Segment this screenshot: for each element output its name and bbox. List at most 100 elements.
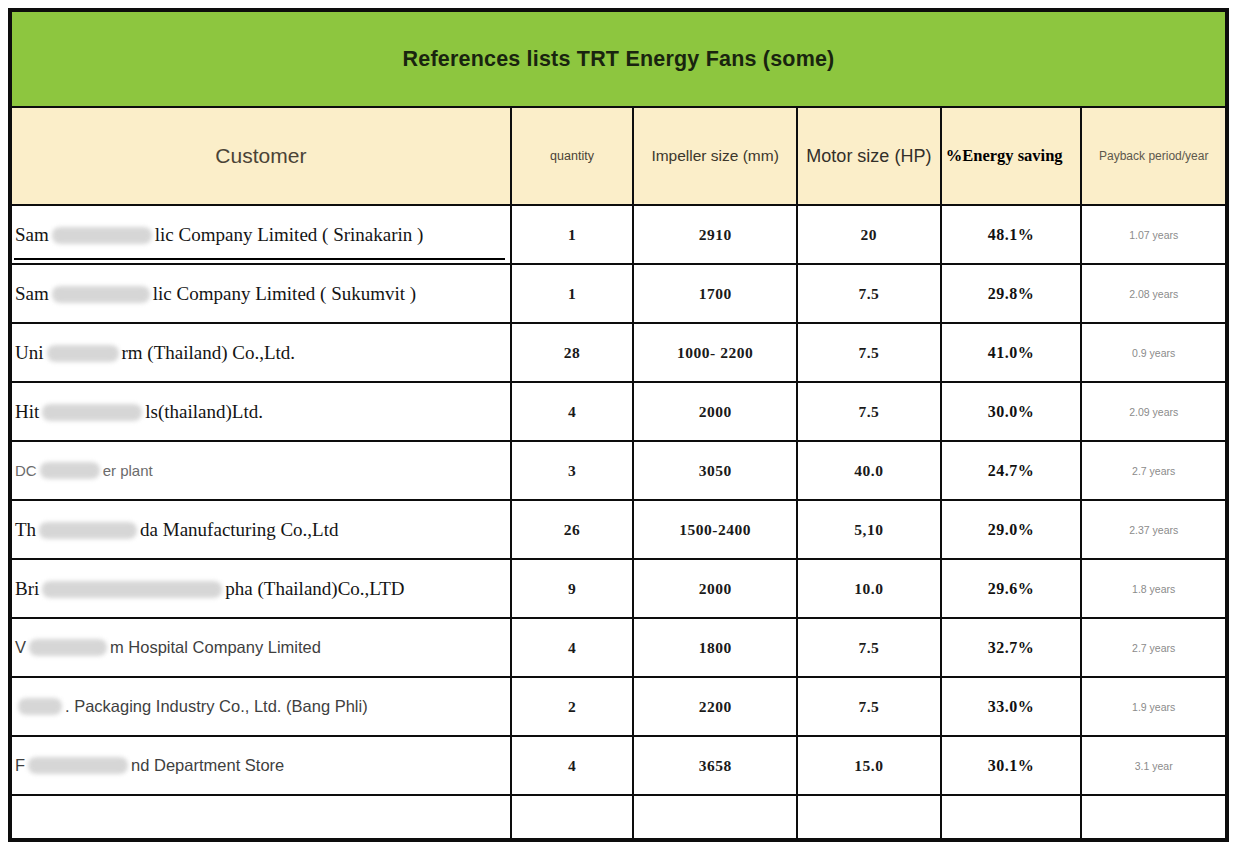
customer-name: Hitls(thailand)Ltd. [15,401,263,423]
customer-name-fragment: rm (Thailand) Co.,Ltd. [122,342,296,363]
column-header-impeller-size: Impeller size (mm) [634,108,798,206]
customer-cell: DCer plant [12,442,512,501]
customer-name: DCer plant [15,462,153,479]
customer-cell: Sam lic Company Limited ( Sukumvit ) [12,265,512,324]
motor-size-cell: 7.5 [798,619,942,678]
redaction-smudge [52,227,152,244]
customer-cell: Sam lic Company Limited ( Srinakarin ) [12,206,512,265]
customer-name: Fnd Department Store [15,756,284,775]
column-header-customer: Customer [12,108,512,206]
table-row: . Packaging Industry Co., Ltd. (Bang Phl… [12,678,1225,737]
payback-period-cell: 2.09 years [1082,383,1225,442]
customer-name-fragment: Uni [15,342,44,363]
customer-name-fragment: er plant [103,462,153,479]
column-header-energy-saving: %Energy saving [942,108,1083,206]
quantity-cell: 3 [512,442,635,501]
redaction-smudge [40,462,100,479]
column-header-payback-period: Payback period/year [1082,108,1225,206]
energy-saving-cell: 32.7% [942,619,1083,678]
energy-saving-cell: 24.7% [942,442,1083,501]
customer-underline [14,258,505,260]
customer-cell: Hitls(thailand)Ltd. [12,383,512,442]
payback-period-cell: 2.7 years [1082,619,1225,678]
quantity-cell: 4 [512,383,635,442]
column-header-motor-size: Motor size (HP) [798,108,942,206]
redaction-smudge [42,581,222,598]
energy-saving-cell: 29.0% [942,501,1083,560]
customer-name-fragment: Sam [15,224,49,245]
references-table: References lists TRT Energy Fans (some) … [8,8,1229,842]
redaction-smudge [39,522,137,539]
impeller-size-cell: 3658 [634,737,798,796]
table-row: Unirm (Thailand) Co.,Ltd. 28 1000- 2200 … [12,324,1225,383]
payback-period-cell: 1.07 years [1082,206,1225,265]
table-row: DCer plant 3 3050 40.0 24.7% 2.7 years [12,442,1225,501]
quantity-cell: 4 [512,619,635,678]
redaction-smudge [42,404,142,421]
table-row: Sam lic Company Limited ( Sukumvit ) 1 17… [12,265,1225,324]
customer-name-fragment: nd Department Store [131,756,284,774]
impeller-size-cell: 1500-2400 [634,501,798,560]
customer-name: Sam lic Company Limited ( Sukumvit ) [15,283,416,305]
energy-saving-cell: 29.8% [942,265,1083,324]
motor-size-cell: 15.0 [798,737,942,796]
redaction-smudge [29,639,107,656]
payback-period-cell: 1.9 years [1082,678,1225,737]
table-row: Thda Manufacturing Co.,Ltd 26 1500-2400 … [12,501,1225,560]
redaction-smudge [28,757,128,774]
impeller-size-cell: 2000 [634,560,798,619]
table-title: References lists TRT Energy Fans (some) [403,47,835,72]
energy-saving-cell: 30.1% [942,737,1083,796]
energy-saving-cell: 29.6% [942,560,1083,619]
table-title-band: References lists TRT Energy Fans (some) [12,12,1225,108]
table-row: Vm Hospital Company Limited 4 1800 7.5 3… [12,619,1225,678]
customer-name: Bri pha (Thailand)Co.,LTD [15,578,405,600]
customer-name-fragment: Sam [15,283,49,304]
impeller-size-cell: 3050 [634,442,798,501]
table-row [12,796,1225,838]
quantity-cell: 1 [512,265,635,324]
customer-name-fragment: V [15,638,26,656]
table-header-row: Customer quantity Impeller size (mm) Mot… [12,108,1225,206]
customer-name: Sam lic Company Limited ( Srinakarin ) [15,224,423,246]
motor-size-cell: 5,10 [798,501,942,560]
customer-cell [12,796,512,838]
payback-period-cell: 2.08 years [1082,265,1225,324]
customer-name: Vm Hospital Company Limited [15,638,321,657]
customer-name-fragment: da Manufacturing Co.,Ltd [140,519,338,540]
customer-name-fragment: Hit [15,401,39,422]
customer-name-fragment: Bri [15,578,39,599]
payback-period-cell: 2.37 years [1082,501,1225,560]
impeller-size-cell: 1800 [634,619,798,678]
energy-saving-cell: 30.0% [942,383,1083,442]
table-row: Bripha (Thailand)Co.,LTD 9 2000 10.0 29.… [12,560,1225,619]
customer-name: Uni rm (Thailand) Co.,Ltd. [15,342,295,364]
impeller-size-cell: 2910 [634,206,798,265]
table-row: Samlic Company Limited ( Srinakarin ) 1 … [12,206,1225,265]
motor-size-cell: 7.5 [798,265,942,324]
quantity-cell: 4 [512,737,635,796]
quantity-cell: 28 [512,324,635,383]
impeller-size-cell: 1700 [634,265,798,324]
customer-cell: Vm Hospital Company Limited [12,619,512,678]
quantity-cell: 1 [512,206,635,265]
energy-saving-cell [942,796,1083,838]
customer-name-fragment: Th [15,519,36,540]
quantity-cell: 26 [512,501,635,560]
customer-name-fragment: lic Company Limited ( Srinakarin ) [155,224,424,245]
energy-saving-cell: 48.1% [942,206,1083,265]
customer-name-fragment: m Hospital Company Limited [110,638,321,656]
customer-name-fragment: pha (Thailand)Co.,LTD [225,578,404,599]
energy-saving-cell: 41.0% [942,324,1083,383]
customer-name-fragment: lic Company Limited ( Sukumvit ) [153,283,416,304]
motor-size-cell: 20 [798,206,942,265]
customer-cell: . Packaging Industry Co., Ltd. (Bang Phl… [12,678,512,737]
motor-size-cell: 7.5 [798,678,942,737]
column-header-quantity: quantity [512,108,635,206]
customer-name-fragment: F [15,756,25,774]
payback-period-cell: 3.1 year [1082,737,1225,796]
redaction-smudge [47,345,119,362]
energy-saving-cell: 33.0% [942,678,1083,737]
impeller-size-cell: 1000- 2200 [634,324,798,383]
impeller-size-cell: 2200 [634,678,798,737]
